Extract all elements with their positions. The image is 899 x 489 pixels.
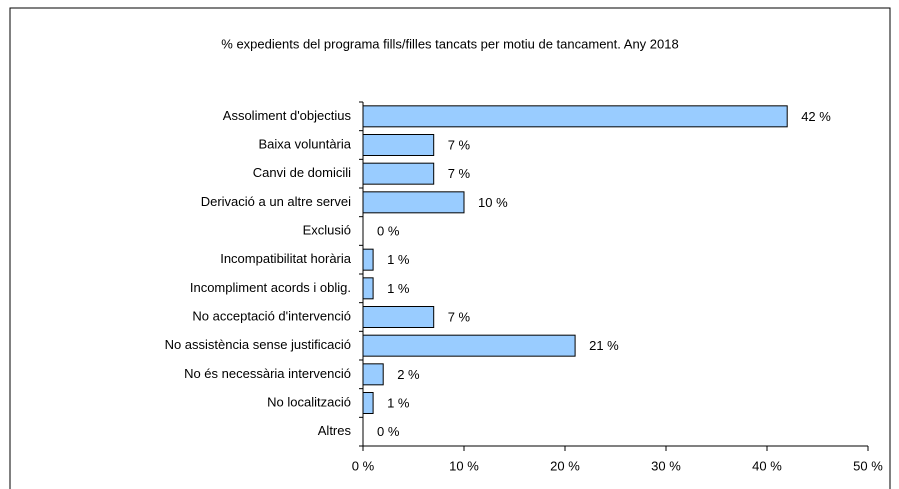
bar — [362, 334, 576, 357]
y-tick-label: No localització — [267, 394, 351, 409]
y-tick-label: Exclusió — [303, 222, 351, 237]
bar — [362, 363, 384, 386]
x-tick-label: 20 % — [550, 458, 580, 473]
bar — [362, 248, 374, 271]
bar — [362, 277, 374, 300]
data-label: 1 % — [387, 281, 410, 296]
y-tick-label: No acceptació d'intervenció — [192, 308, 351, 323]
y-tick-label: Incompliment acords i oblig. — [190, 280, 351, 295]
data-label: 7 % — [448, 137, 471, 152]
data-label: 21 % — [589, 338, 619, 353]
x-tick-label: 50 % — [853, 458, 883, 473]
bar — [362, 134, 435, 156]
x-tick-label: 10 % — [449, 458, 479, 473]
y-tick-label: Altres — [318, 423, 352, 438]
x-tick-label: 0 % — [352, 458, 375, 473]
bar — [362, 162, 435, 185]
data-label: 7 % — [448, 166, 471, 181]
data-label: 7 % — [448, 309, 471, 324]
data-label: 0 % — [377, 223, 400, 238]
bar — [362, 306, 435, 328]
chart-title: % expedients del programa fills/filles t… — [221, 36, 678, 51]
bar — [362, 392, 374, 414]
chart-frame — [9, 7, 891, 489]
data-label: 10 % — [478, 195, 508, 210]
y-tick-label: Canvi de domicili — [253, 165, 351, 180]
y-tick-label: Derivació a un altre servei — [201, 194, 351, 209]
bar — [362, 191, 465, 214]
data-label: 1 % — [387, 252, 410, 267]
x-tick-label: 40 % — [752, 458, 782, 473]
data-label: 2 % — [397, 367, 420, 382]
y-tick-label: Assoliment d'objectius — [223, 108, 352, 123]
data-label: 0 % — [377, 424, 400, 439]
x-tick-label: 30 % — [651, 458, 681, 473]
y-tick-label: No és necessària intervenció — [184, 366, 351, 381]
y-tick-label: No assistència sense justificació — [165, 337, 351, 352]
data-label: 42 % — [801, 109, 831, 124]
y-tick-label: Incompatibilitat horària — [220, 251, 352, 266]
data-label: 1 % — [387, 395, 410, 410]
y-tick-label: Baixa voluntària — [259, 136, 352, 151]
bar — [362, 105, 788, 128]
